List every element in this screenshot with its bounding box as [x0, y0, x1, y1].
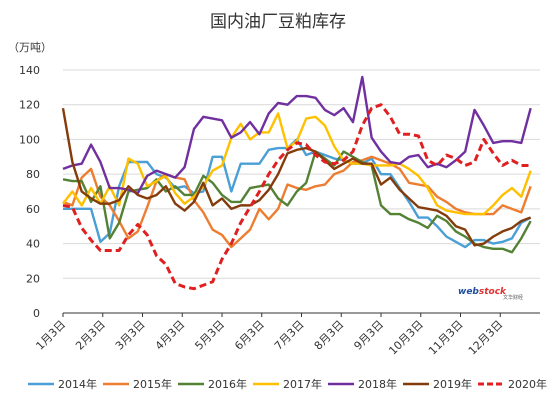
- legend-label: 2017年: [283, 377, 322, 391]
- series-line-2020年: [62, 103, 531, 291]
- webstock-watermark: webstock 文华财经: [455, 283, 537, 301]
- watermark-logo: webstock: [458, 287, 507, 297]
- series-line-2018年: [62, 75, 532, 195]
- series-line-2016年: [62, 150, 532, 254]
- x-tick-label: 5月3日: [192, 318, 227, 353]
- x-tick-label: 4月3日: [153, 318, 188, 353]
- y-tick-label: 120: [19, 99, 40, 112]
- y-tick-label: 0: [33, 307, 40, 320]
- chart-title: 国内油厂豆粕库存: [210, 12, 346, 32]
- watermark-background: [455, 283, 537, 301]
- x-tick-label: 10月3日: [386, 318, 426, 358]
- legend-label: 2019年: [433, 377, 472, 391]
- axes: [62, 312, 540, 317]
- legend: 2014年 2015年 2016年 2017年 2018年 2019年 2020年: [28, 377, 547, 391]
- x-tick-label: 11月3日: [426, 318, 466, 358]
- watermark-sub: 文华财经: [503, 294, 523, 301]
- x-tick-labels: 1月3日 2月3日 3月3日 4月3日 5月3日 6月3日 7月3日 8月3日 9月3日 10月3…: [33, 318, 505, 358]
- x-tick-label: 1月3日: [33, 318, 68, 353]
- y-tick-labels: 0 20 40 60 80 100 120 140: [19, 64, 40, 320]
- y-tick-label: 100: [19, 133, 40, 146]
- y-tick-label: 80: [26, 168, 40, 181]
- x-tick-label: 2月3日: [73, 318, 108, 353]
- x-tick-label: 9月3日: [351, 318, 386, 353]
- x-tick-label: 3月3日: [113, 318, 148, 353]
- x-tick-label: 7月3日: [272, 318, 307, 353]
- x-tick-label: 12月3日: [466, 318, 506, 358]
- y-unit-label: （万吨）: [8, 41, 52, 54]
- y-tick-label: 60: [26, 203, 40, 216]
- legend-label: 2016年: [208, 377, 247, 391]
- x-tick-label: 6月3日: [232, 318, 267, 353]
- legend-label: 2018年: [358, 377, 397, 391]
- legend-label: 2014年: [58, 377, 97, 391]
- x-tick-label: 8月3日: [312, 318, 347, 353]
- legend-label: 2015年: [133, 377, 172, 391]
- series-line-2019年: [61, 107, 532, 247]
- series-line-2017年: [62, 112, 532, 216]
- y-tick-label: 140: [19, 64, 40, 77]
- y-tick-label: 40: [26, 238, 40, 251]
- series-line-2015年: [62, 155, 532, 249]
- legend-label: 2020年: [508, 377, 547, 391]
- gridlines: [63, 69, 540, 279]
- y-tick-label: 20: [26, 272, 40, 285]
- series-lines: [61, 75, 532, 291]
